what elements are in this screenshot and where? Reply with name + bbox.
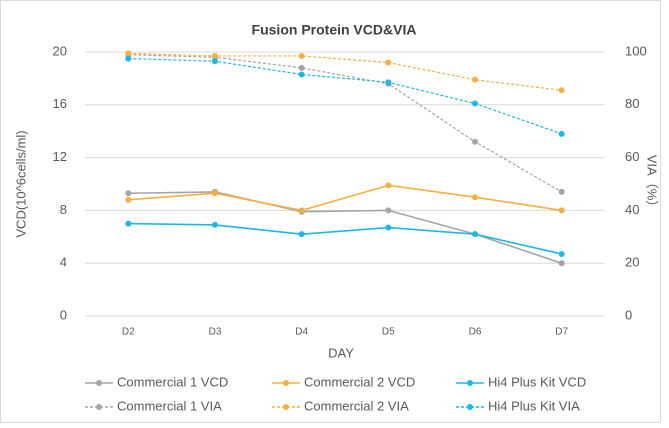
y-axis-label: VCD(10^6cells/ml)	[13, 130, 28, 237]
legend-label: Commercial 2 VIA	[304, 398, 409, 413]
legend-label: Commercial 1 VCD	[117, 374, 228, 389]
x-tick-label: D4	[295, 327, 308, 338]
series-line	[128, 58, 562, 135]
data-point	[558, 260, 565, 267]
legend-label: Hi4 Plus Kit VIA	[488, 398, 580, 413]
legend-label: Hi4 Plus Kit VCD	[488, 374, 586, 389]
x-axis-label: DAY	[328, 345, 354, 360]
data-point	[125, 50, 132, 57]
data-point	[298, 71, 305, 78]
data-point	[125, 220, 132, 227]
data-point	[385, 207, 392, 214]
data-point	[472, 138, 478, 145]
data-point	[558, 207, 565, 214]
y2-tick-label: 0	[625, 307, 632, 322]
y2-axis-label: VIA（%）	[645, 155, 660, 214]
legend-label: Commercial 2 VCD	[304, 374, 415, 389]
series-line	[128, 54, 562, 193]
data-point	[298, 231, 305, 238]
y-tick-label: 0	[60, 307, 67, 322]
y2-tick-label: 100	[625, 43, 647, 58]
x-tick-label: D3	[209, 327, 222, 338]
legend-marker	[96, 404, 102, 410]
data-point	[212, 52, 218, 59]
x-tick-label: D6	[469, 327, 482, 338]
x-tick-label: D2	[122, 327, 135, 338]
data-point	[125, 55, 132, 62]
legend-marker	[283, 404, 289, 410]
legend-marker	[467, 404, 473, 410]
data-point	[125, 196, 132, 203]
series-line	[128, 222, 562, 255]
legend-marker	[96, 380, 102, 386]
chart-title: Fusion Protein VCD&VIA	[252, 22, 417, 38]
data-point	[472, 100, 478, 107]
x-tick-label: D7	[555, 327, 568, 338]
data-point	[558, 87, 565, 94]
x-tick-label: D5	[382, 327, 395, 338]
data-point	[558, 130, 565, 137]
y-tick-label: 20	[53, 43, 67, 58]
data-point	[472, 231, 478, 238]
data-point	[212, 190, 218, 197]
data-point	[385, 59, 392, 66]
data-point	[298, 52, 305, 59]
data-point	[385, 79, 392, 86]
y-tick-label: 12	[53, 149, 67, 164]
series-line	[128, 191, 562, 264]
legend-marker	[283, 380, 289, 386]
data-point	[212, 58, 218, 65]
legend-marker	[467, 380, 473, 386]
data-point	[385, 182, 392, 189]
y2-tick-label: 80	[625, 96, 639, 111]
y-tick-label: 16	[53, 96, 67, 111]
series-line	[128, 184, 562, 212]
legend-label: Commercial 1 VIA	[117, 398, 222, 413]
data-point	[472, 76, 478, 83]
data-point	[558, 250, 565, 257]
y-tick-label: 4	[60, 255, 67, 270]
series-line	[128, 52, 562, 91]
data-point	[298, 207, 305, 214]
y2-tick-label: 60	[625, 149, 639, 164]
y-tick-label: 8	[60, 202, 67, 217]
data-point	[558, 188, 565, 195]
data-point	[472, 194, 478, 201]
data-point	[298, 64, 305, 71]
data-point	[125, 190, 132, 197]
data-point	[212, 221, 218, 228]
data-point	[385, 224, 392, 231]
y2-tick-label: 40	[625, 202, 639, 217]
y2-tick-label: 20	[625, 255, 639, 270]
